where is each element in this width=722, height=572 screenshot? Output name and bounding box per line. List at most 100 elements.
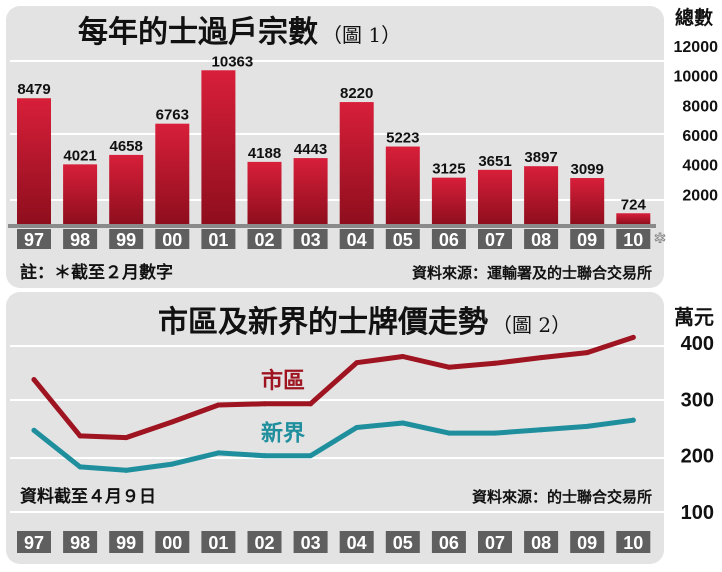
bar-y-tick-label: 2000 bbox=[682, 187, 718, 204]
line-point bbox=[354, 360, 360, 366]
line-chart-gridlines bbox=[10, 345, 664, 513]
bar-chart-title-group: 每年的士過戶宗數 （圖 1） bbox=[78, 15, 401, 50]
line-x-tick-label: 97 bbox=[24, 533, 44, 553]
bar-x-tick-box bbox=[616, 229, 651, 249]
bar-x-tick-box bbox=[524, 229, 559, 249]
bar-99 bbox=[109, 154, 144, 224]
line-y-tick-label: 200 bbox=[681, 446, 714, 468]
line-x-tick-box bbox=[524, 531, 559, 553]
line-x-tick-label: 10 bbox=[623, 533, 643, 553]
line-point bbox=[262, 453, 267, 459]
line-chart-footnote: 資料截至４月９日 bbox=[20, 486, 156, 507]
bar-98 bbox=[63, 164, 98, 224]
line-point bbox=[400, 354, 406, 360]
bar-x-tick-box bbox=[478, 229, 512, 249]
bar-x-tick-box bbox=[201, 229, 236, 249]
line-point bbox=[446, 364, 452, 370]
line-point bbox=[492, 430, 498, 436]
bar-x-tick-label: 02 bbox=[254, 230, 274, 250]
line-x-tick-label: 08 bbox=[531, 533, 551, 553]
bar-x-tick-box bbox=[339, 229, 374, 249]
line-series-label: 市區 bbox=[261, 368, 305, 394]
line-point bbox=[123, 435, 129, 441]
bar-x-tick-label: 99 bbox=[116, 230, 136, 250]
bar-value-label: 4021 bbox=[63, 147, 96, 164]
bar-y-tick-label: 4000 bbox=[682, 158, 718, 175]
bar-value-label: 10363 bbox=[212, 53, 254, 70]
line-x-tick-box bbox=[201, 531, 236, 553]
bar-value-label: 724 bbox=[621, 196, 647, 213]
bar-x-tick-box bbox=[293, 229, 328, 249]
bar-x-tick-box bbox=[247, 229, 282, 249]
bar-97 bbox=[17, 98, 51, 224]
line-point bbox=[308, 453, 314, 459]
line-chart-x-ticks: 97 98 99 00 01 02 03 04 05 06 07 08 09 10 bbox=[17, 531, 651, 553]
bar-05 bbox=[385, 146, 420, 224]
line-point bbox=[123, 467, 129, 473]
line-point bbox=[31, 377, 37, 383]
bar-value-label: 3897 bbox=[524, 149, 557, 166]
line-x-tick-label: 99 bbox=[116, 533, 136, 553]
bar-y-tick-label: 8000 bbox=[682, 98, 718, 115]
bar-value-label: 5223 bbox=[386, 130, 419, 147]
line-y-tick-label: 100 bbox=[681, 502, 714, 524]
bar-x-tick-label: 05 bbox=[393, 230, 413, 250]
bar-02 bbox=[247, 161, 282, 224]
line-point bbox=[169, 461, 175, 467]
line-chart-figure-label: （圖 2） bbox=[492, 313, 571, 337]
line-point bbox=[77, 464, 83, 470]
line-point bbox=[584, 350, 590, 356]
line-point bbox=[584, 423, 590, 429]
line-x-tick-box bbox=[570, 531, 605, 553]
line-x-tick-label: 07 bbox=[485, 533, 505, 553]
bar-x-tick-label: 07 bbox=[485, 230, 505, 250]
line-point bbox=[169, 419, 175, 425]
bar-09 bbox=[570, 178, 605, 224]
line-chart-y-ticks: 100 200 300 400 bbox=[681, 333, 714, 524]
line-point bbox=[215, 402, 221, 408]
bar-y-tick-label: 12000 bbox=[674, 39, 719, 56]
line-point bbox=[77, 433, 83, 439]
line-point bbox=[354, 425, 360, 430]
line-x-tick-label: 02 bbox=[254, 533, 274, 553]
line-x-tick-box bbox=[155, 531, 190, 553]
line-x-tick-label: 06 bbox=[439, 533, 459, 553]
line-x-tick-label: 04 bbox=[347, 533, 367, 553]
line-x-tick-box bbox=[63, 531, 98, 553]
bar-value-label: 6763 bbox=[156, 107, 189, 124]
bar-04 bbox=[339, 102, 374, 224]
bar-x-tick-label: 03 bbox=[301, 230, 321, 250]
line-point bbox=[308, 401, 314, 407]
bar-x-tick-box bbox=[385, 229, 420, 249]
bar-value-label: 4188 bbox=[248, 145, 281, 162]
line-x-tick-box bbox=[385, 531, 420, 553]
line-x-tick-label: 03 bbox=[301, 533, 321, 553]
bar-00 bbox=[155, 123, 190, 224]
bar-chart-figure-label: （圖 1） bbox=[322, 23, 401, 47]
line-x-tick-box bbox=[247, 531, 282, 553]
bar-value-label: 8479 bbox=[17, 81, 50, 98]
bar-07 bbox=[478, 169, 512, 224]
line-x-tick-box bbox=[431, 531, 466, 553]
bar-chart-title: 每年的士過戶宗數 bbox=[78, 15, 318, 50]
bar-x-tick-label: 06 bbox=[439, 230, 459, 250]
bar-chart-y-ticks: 2000 4000 6000 8000 10000 12000 bbox=[674, 39, 719, 204]
line-x-tick-box bbox=[339, 531, 374, 553]
line-series-nt bbox=[31, 417, 636, 473]
line-x-tick-label: 01 bbox=[208, 533, 228, 553]
bar-x-tick-label: 97 bbox=[24, 230, 44, 250]
line-x-tick-label: 98 bbox=[70, 533, 90, 553]
line-x-tick-label: 00 bbox=[162, 533, 182, 553]
line-y-tick-label: 300 bbox=[681, 389, 714, 411]
line-chart-source: 資料來源：的士聯合交易所 bbox=[472, 488, 652, 506]
bar-x-tick-label: 04 bbox=[347, 230, 367, 250]
line-series-label: 新界 bbox=[261, 421, 305, 447]
bar-y-tick-label: 10000 bbox=[674, 69, 719, 86]
bar-x-tick-box bbox=[155, 229, 190, 249]
bar-y-tick-label: 6000 bbox=[682, 128, 718, 145]
bar-chart-footnote: 註：＊截至２月數字 bbox=[20, 262, 173, 283]
line-point bbox=[400, 420, 406, 426]
line-series-urban bbox=[31, 334, 636, 441]
